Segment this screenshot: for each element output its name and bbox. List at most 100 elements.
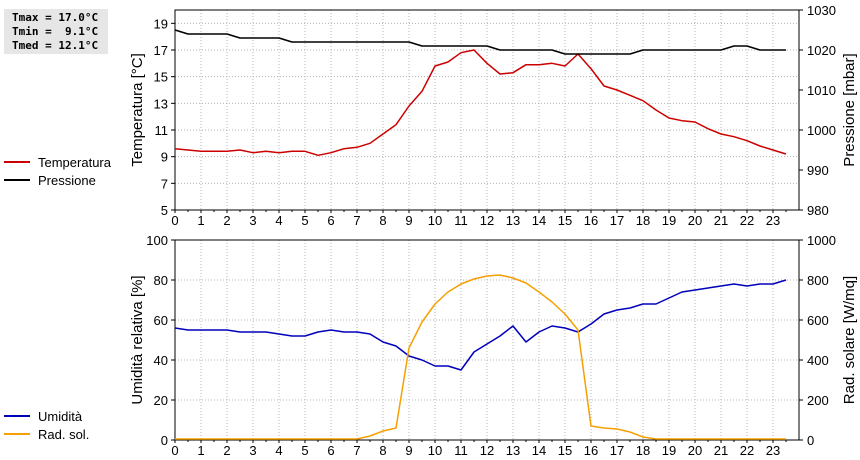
tmed-text: Tmed = 12.1°C: [12, 39, 99, 52]
bottom-x-tick-label: 12: [480, 443, 494, 458]
legend-label-umidita: Umidità: [38, 408, 83, 424]
top-y-tick-label: 7: [161, 176, 168, 191]
top-x-tick-label: 14: [532, 213, 546, 228]
top-x-tick-label: 22: [740, 213, 754, 228]
legend-item: Temperatura: [4, 153, 111, 171]
bottom-y2-tick-label: 600: [807, 313, 829, 328]
bottom-x-tick-label: 7: [353, 443, 360, 458]
bottom-y2-tick-label: 400: [807, 353, 829, 368]
legend-item: Rad. sol.: [4, 425, 89, 443]
bottom-x-tick-label: 6: [327, 443, 334, 458]
bottom-y-tick-label: 0: [161, 433, 168, 448]
top-x-tick-label: 0: [171, 213, 178, 228]
bottom-x-tick-label: 14: [532, 443, 546, 458]
top-y2-tick-label: 980: [807, 203, 829, 218]
top-y2-tick-label: 1010: [807, 83, 836, 98]
bottom-x-tick-label: 15: [558, 443, 572, 458]
bottom-x-tick-label: 22: [740, 443, 754, 458]
bottom-x-tick-label: 18: [636, 443, 650, 458]
top-x-tick-label: 6: [327, 213, 334, 228]
legend-top: Temperatura Pressione: [4, 153, 111, 189]
bottom-y-tick-label: 60: [154, 313, 168, 328]
top-y-tick-label: 13: [154, 96, 168, 111]
top-x-tick-label: 9: [405, 213, 412, 228]
bottom-x-tick-label: 13: [506, 443, 520, 458]
top-x-tick-label: 23: [766, 213, 780, 228]
top-x-tick-label: 21: [714, 213, 728, 228]
top-x-tick-label: 18: [636, 213, 650, 228]
top-x-tick-label: 2: [223, 213, 230, 228]
legend-bottom-wrap: Umidità Rad. sol.: [4, 407, 89, 443]
top-x-tick-label: 13: [506, 213, 520, 228]
legend-item: Pressione: [4, 171, 111, 189]
top-x-tick-label: 1: [197, 213, 204, 228]
top-y2-tick-label: 990: [807, 163, 829, 178]
bottom-series-umidit: [174, 279, 787, 371]
legend-swatch-radsol: [4, 433, 30, 435]
top-x-tick-label: 7: [353, 213, 360, 228]
bottom-y2-tick-label: 1000: [807, 233, 836, 248]
top-y-tick-label: 19: [154, 16, 168, 31]
top-ylabel: Temperatura [°C]: [129, 53, 146, 167]
top-x-tick-label: 3: [249, 213, 256, 228]
bottom-ylabel-right: Rad. solare [W/mq]: [841, 276, 858, 404]
bottom-y2-tick-label: 0: [807, 433, 814, 448]
top-series-temperatura: [174, 49, 787, 157]
top-x-tick-label: 17: [610, 213, 624, 228]
top-y2-tick-label: 1000: [807, 123, 836, 138]
top-x-tick-label: 10: [428, 213, 442, 228]
bottom-x-tick-label: 9: [405, 443, 412, 458]
top-plot-frame: [174, 9, 800, 211]
bottom-plot-frame: [174, 239, 800, 441]
top-x-tick-label: 4: [275, 213, 282, 228]
bottom-x-tick-label: 8: [379, 443, 386, 458]
top-y2-tick-label: 1020: [807, 43, 836, 58]
legend-label-temperatura: Temperatura: [38, 154, 111, 170]
bottom-x-tick-label: 11: [454, 443, 468, 458]
top-x-tick-label: 15: [558, 213, 572, 228]
legend-swatch-umidita: [4, 415, 30, 417]
bottom-x-tick-label: 16: [584, 443, 598, 458]
bottom-x-tick-label: 19: [662, 443, 676, 458]
bottom-x-tick-label: 5: [301, 443, 308, 458]
bottom-y2-tick-label: 200: [807, 393, 829, 408]
bottom-ylabel: Umidità relativa [%]: [129, 275, 146, 404]
bottom-y-tick-label: 80: [154, 273, 168, 288]
top-x-tick-label: 8: [379, 213, 386, 228]
top-y-tick-label: 9: [161, 150, 168, 165]
top-x-tick-label: 20: [688, 213, 702, 228]
tmax-text: Tmax = 17.0°C: [12, 11, 99, 24]
bottom-x-tick-label: 17: [610, 443, 624, 458]
legend-swatch-temperatura: [4, 161, 30, 163]
bottom-y-tick-label: 100: [146, 233, 168, 248]
top-x-tick-label: 12: [480, 213, 494, 228]
bottom-x-tick-label: 3: [249, 443, 256, 458]
top-y-tick-label: 11: [155, 123, 169, 138]
tmin-text: Tmin = 9.1°C: [12, 25, 99, 38]
bottom-x-tick-label: 23: [766, 443, 780, 458]
top-x-tick-label: 5: [301, 213, 308, 228]
bottom-y-tick-label: 20: [154, 393, 168, 408]
top-series-pressione: [174, 29, 786, 55]
legend-label-pressione: Pressione: [38, 172, 96, 188]
stats-box: Tmax = 17.0°C Tmin = 9.1°C Tmed = 12.1°C: [4, 9, 108, 54]
bottom-x-tick-label: 2: [223, 443, 230, 458]
bottom-y-tick-label: 40: [154, 353, 168, 368]
legend-label-radsol: Rad. sol.: [38, 426, 90, 442]
bottom-x-tick-label: 0: [171, 443, 178, 458]
top-y-tick-label: 5: [161, 203, 168, 218]
bottom-y2-tick-label: 800: [807, 273, 829, 288]
top-y2-tick-label: 1030: [807, 3, 836, 18]
bottom-x-tick-label: 10: [428, 443, 442, 458]
bottom-x-tick-label: 4: [275, 443, 282, 458]
top-x-tick-label: 16: [584, 213, 598, 228]
bottom-x-tick-label: 20: [688, 443, 702, 458]
bottom-x-tick-label: 1: [197, 443, 204, 458]
top-x-tick-label: 11: [454, 213, 468, 228]
bottom-series-rad-sol: [175, 274, 786, 440]
top-x-tick-label: 19: [662, 213, 676, 228]
legend-item: Umidità: [4, 407, 89, 425]
bottom-x-tick-label: 21: [714, 443, 728, 458]
legend-swatch-pressione: [4, 179, 30, 181]
